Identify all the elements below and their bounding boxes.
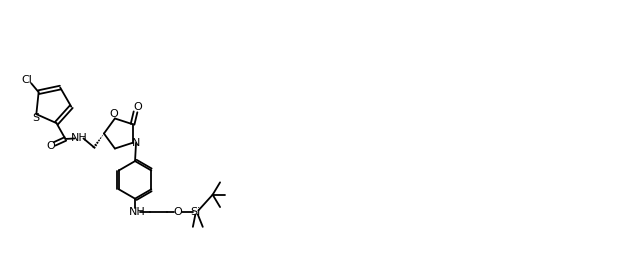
Text: O: O [47,141,55,151]
Text: Cl: Cl [21,75,32,85]
Text: Si: Si [190,207,200,217]
Text: O: O [133,102,142,113]
Text: NH: NH [129,207,146,217]
Text: O: O [109,109,118,119]
Text: S: S [32,113,39,123]
Text: N: N [132,138,141,148]
Text: O: O [174,207,182,217]
Text: NH: NH [71,133,88,144]
